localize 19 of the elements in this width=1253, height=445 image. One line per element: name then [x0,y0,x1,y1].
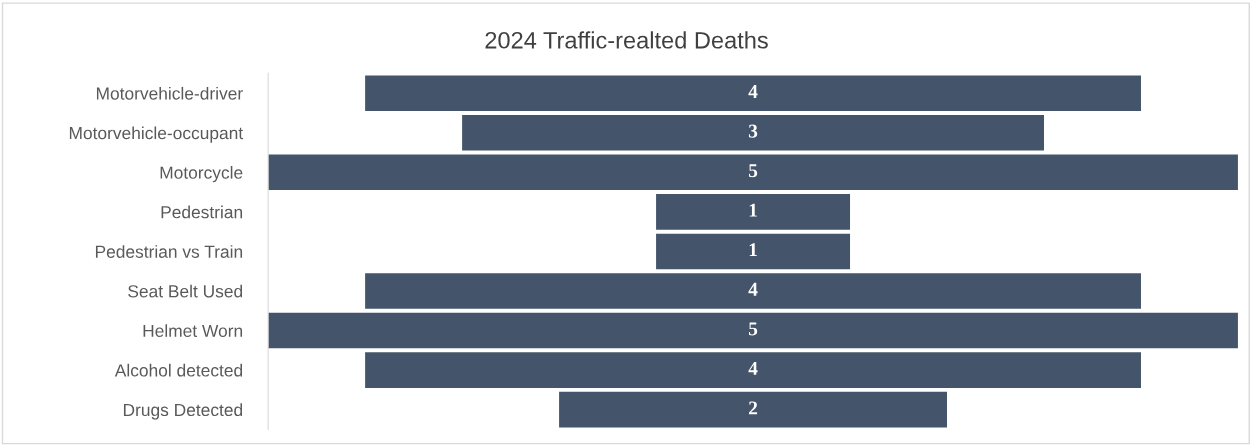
category-label: Seat Belt Used [128,284,243,298]
data-label: 4 [748,282,758,296]
data-label: 5 [748,164,758,178]
text: 2024 Traffic-realted Deaths [485,31,768,49]
data-label: 5 [748,322,758,336]
category-label: Motorvehicle-driver [96,86,243,100]
data-label: 1 [749,243,757,257]
category-label: Pedestrian [161,205,243,219]
data-label: 4 [748,85,758,98]
category-label: Helmet Worn [143,324,243,337]
data-label: 3 [748,124,758,138]
data-label: 4 [748,361,758,375]
data-label: 2 [749,401,758,415]
category-label: Motorcycle [160,166,243,183]
category-label: Pedestrian vs Train [95,245,243,258]
category-label: Motorvehicle-occupant [69,126,244,143]
category-label: Alcohol detected [114,363,243,377]
data-label: 1 [749,203,757,217]
category-label: Drugs Detected [123,403,243,420]
